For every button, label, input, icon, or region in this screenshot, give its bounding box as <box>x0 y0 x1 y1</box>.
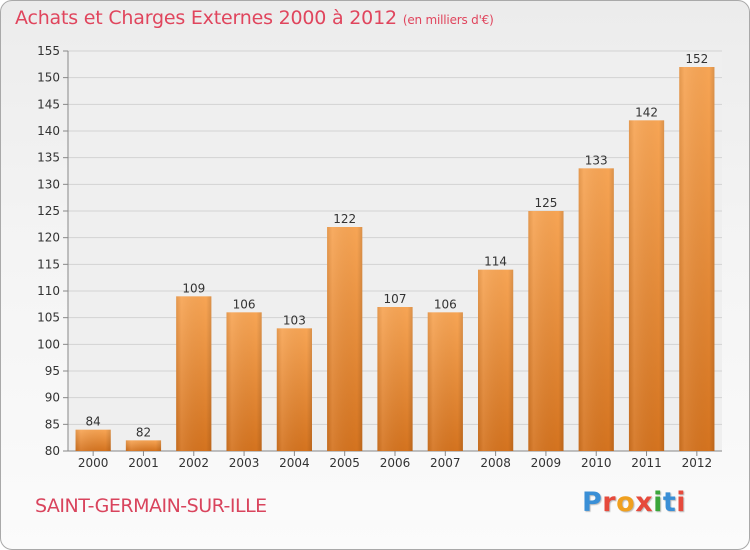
bar-shade <box>427 312 463 451</box>
logo-letter: i <box>653 487 663 518</box>
x-tick-label: 2007 <box>430 456 461 470</box>
x-tick-label: 2000 <box>78 456 109 470</box>
data-label: 82 <box>136 425 151 439</box>
data-label: 106 <box>233 297 256 311</box>
y-tick-label: 135 <box>37 151 60 165</box>
y-tick-label: 90 <box>45 391 60 405</box>
x-tick-label: 2010 <box>581 456 612 470</box>
data-label: 125 <box>534 196 557 210</box>
data-label: 109 <box>182 281 205 295</box>
x-tick-label: 2008 <box>480 456 511 470</box>
bar-shade <box>377 307 413 451</box>
bar-shade <box>276 328 312 451</box>
data-label: 114 <box>484 255 507 269</box>
y-tick-label: 80 <box>45 444 60 458</box>
y-tick-label: 85 <box>45 417 60 431</box>
y-tick-label: 155 <box>37 44 60 58</box>
y-tick-label: 145 <box>37 97 60 111</box>
y-tick-label: 125 <box>37 204 60 218</box>
bar-shade <box>679 67 715 451</box>
y-tick-label: 100 <box>37 337 60 351</box>
chart-subtitle: (en milliers d'€) <box>402 13 494 27</box>
data-label: 106 <box>434 297 457 311</box>
logo-letter: r <box>602 487 617 518</box>
data-label: 103 <box>283 313 306 327</box>
commune-name: SAINT-GERMAIN-SUR-ILLE <box>35 495 267 517</box>
x-tick-label: 2004 <box>279 456 310 470</box>
data-label: 152 <box>685 52 708 66</box>
y-tick-label: 110 <box>37 284 60 298</box>
logo-letter: o <box>616 487 636 518</box>
y-tick-label: 105 <box>37 311 60 325</box>
x-tick-label: 2003 <box>229 456 260 470</box>
bar-shade <box>327 227 363 451</box>
x-tick-label: 2012 <box>682 456 713 470</box>
logo-letter: x <box>635 487 654 518</box>
data-label: 142 <box>635 105 658 119</box>
data-label: 107 <box>384 292 407 306</box>
data-label: 122 <box>333 212 356 226</box>
y-tick-label: 115 <box>37 257 60 271</box>
chart-title-text: Achats et Charges Externes 2000 à 2012 <box>15 7 397 29</box>
data-label: 133 <box>585 153 608 167</box>
x-tick-label: 2005 <box>329 456 360 470</box>
bar-shade <box>75 429 111 451</box>
x-tick-label: 2002 <box>178 456 209 470</box>
x-tick-label: 2009 <box>531 456 562 470</box>
y-tick-label: 130 <box>37 177 60 191</box>
x-tick-label: 2006 <box>380 456 411 470</box>
y-tick-label: 150 <box>37 71 60 85</box>
logo-letter: P <box>582 487 603 518</box>
chart-title: Achats et Charges Externes 2000 à 2012 (e… <box>15 7 494 29</box>
bar-shade <box>578 168 614 452</box>
bar-shade <box>528 211 564 451</box>
proxiti-logo: Proxiti <box>582 487 686 518</box>
bar-shade <box>628 120 665 451</box>
bar-shade <box>125 440 162 451</box>
y-tick-label: 95 <box>45 364 60 378</box>
bar-shade <box>478 269 514 451</box>
logo-letter: i <box>676 487 687 518</box>
bar-shade <box>226 312 262 451</box>
bar-shade <box>176 296 212 451</box>
x-tick-label: 2011 <box>631 456 662 470</box>
data-label: 84 <box>86 415 101 429</box>
y-tick-label: 120 <box>37 231 60 245</box>
logo-letter: t <box>662 487 677 518</box>
y-tick-label: 140 <box>37 124 60 138</box>
x-tick-label: 2001 <box>128 456 159 470</box>
